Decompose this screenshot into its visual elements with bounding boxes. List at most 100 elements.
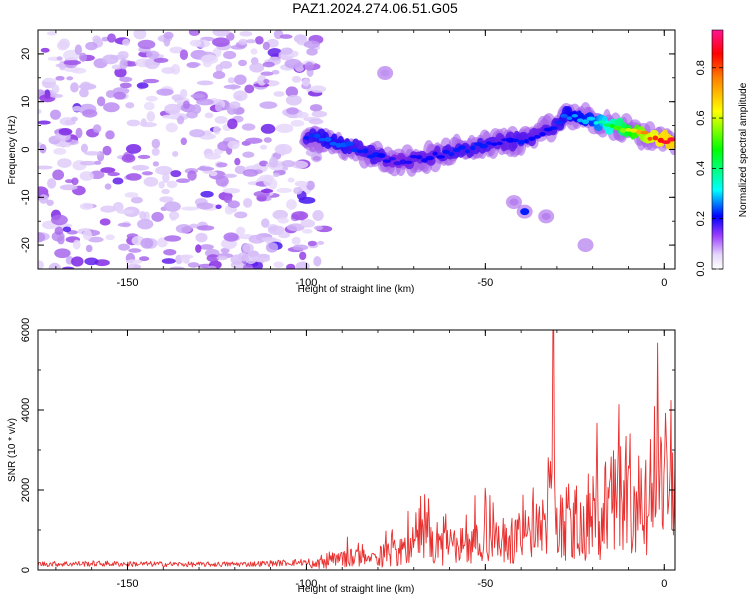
noise-blob: [249, 62, 265, 73]
noise-blob: [113, 91, 127, 100]
ridge-core: [485, 141, 492, 145]
noise-blob: [317, 240, 325, 245]
noise-blob: [151, 147, 160, 156]
noise-blob: [152, 161, 159, 167]
noise-blob: [180, 137, 187, 146]
noise-blob: [280, 47, 293, 55]
ridge-core: [425, 155, 435, 161]
noise-blob: [282, 166, 289, 171]
snr-x-tick-label: -100: [295, 578, 317, 590]
snr-panel: -150 -100 -50 0 0 2000 4000 6000 Height of stra…: [7, 318, 676, 595]
noise-blob: [107, 33, 116, 43]
snr-y-axis-label: SNR (10 * v/v): [7, 418, 18, 482]
noise-blob: [216, 162, 228, 168]
noise-blob: [126, 263, 142, 269]
noise-blob: [119, 58, 128, 70]
noise-blob: [229, 101, 241, 109]
ridge-core: [491, 142, 498, 146]
ridge-core: [436, 155, 446, 159]
noise-blob: [47, 178, 57, 189]
noise-blob: [79, 88, 89, 98]
noise-blob: [82, 109, 98, 118]
noise-blob: [146, 50, 160, 59]
noise-blob: [291, 75, 302, 83]
noise-blob: [55, 75, 65, 81]
noise-blob: [84, 257, 99, 266]
noise-blob: [302, 228, 313, 234]
noise-blob: [175, 224, 192, 234]
noise-blob: [79, 202, 94, 210]
noise-blob: [66, 76, 74, 81]
noise-blob: [141, 171, 154, 176]
noise-blob: [164, 103, 181, 115]
noise-blob: [299, 251, 307, 261]
noise-blob: [85, 41, 98, 51]
noise-blob: [75, 127, 83, 139]
noise-blob: [213, 125, 221, 135]
noise-blob: [300, 219, 316, 228]
colorbar-tick-label: 0.6: [695, 110, 707, 125]
noise-blob: [179, 49, 189, 61]
ridge-core: [506, 137, 515, 143]
noise-blob: [179, 89, 188, 99]
noise-blob: [212, 37, 230, 47]
noise-blob: [62, 226, 72, 233]
noise-blob: [200, 54, 219, 65]
noise-blob: [79, 171, 94, 181]
noise-blob: [100, 205, 116, 213]
noise-blob: [291, 211, 309, 221]
noise-blob: [38, 165, 53, 170]
noise-blob: [302, 78, 311, 87]
noise-blob: [189, 129, 206, 138]
noise-blob: [112, 177, 124, 185]
noise-blob: [46, 199, 54, 206]
noise-blob: [286, 107, 299, 115]
noise-blob: [269, 156, 279, 168]
noise-blob: [156, 88, 174, 96]
snr-background: [38, 330, 675, 570]
noise-blob: [212, 71, 226, 80]
noise-blob: [40, 47, 50, 53]
noise-blob: [84, 151, 101, 156]
noise-blob: [187, 170, 197, 181]
noise-blob: [136, 82, 149, 89]
noise-blob: [161, 258, 176, 264]
ridge-core: [593, 121, 599, 125]
ridge-core: [512, 138, 519, 143]
noise-blob: [196, 225, 215, 231]
noise-blob: [145, 95, 158, 102]
noise-blob: [165, 122, 178, 133]
noise-blob: [263, 175, 273, 187]
noise-blob: [227, 200, 240, 209]
noise-blob: [261, 218, 270, 228]
noise-blob: [114, 67, 127, 78]
spectrogram-x-tick-label: -150: [116, 277, 138, 289]
noise-blob: [92, 35, 101, 44]
noise-blob: [284, 58, 302, 69]
noise-blob: [206, 254, 220, 263]
noise-blob: [153, 57, 169, 63]
ridge-core: [479, 144, 488, 149]
noise-blob: [162, 114, 179, 119]
ridge-core: [496, 141, 503, 146]
noise-blob: [242, 169, 259, 177]
noise-blob: [238, 59, 248, 67]
noise-blob: [233, 90, 248, 102]
noise-blob: [111, 64, 123, 70]
noise-blob: [277, 217, 289, 224]
noise-blob: [157, 237, 168, 248]
noise-blob: [175, 178, 190, 184]
noise-blob: [260, 71, 274, 76]
ridge-core: [609, 123, 616, 129]
noise-blob: [43, 78, 57, 83]
colorbar: 0.0 0.2 0.4 0.6 0.8 Normalized spectral ampl…: [695, 29, 749, 277]
ridge-core: [560, 113, 568, 118]
ridge-core: [399, 159, 407, 165]
ridge-core: [613, 125, 623, 131]
ridge-core: [344, 141, 354, 147]
noise-blob: [235, 226, 246, 236]
snr-axes: -150 -100 -50 0 0 2000 4000 6000: [20, 318, 675, 590]
noise-blob: [71, 116, 78, 122]
ridge-core: [464, 149, 471, 154]
noise-blob: [245, 137, 263, 144]
